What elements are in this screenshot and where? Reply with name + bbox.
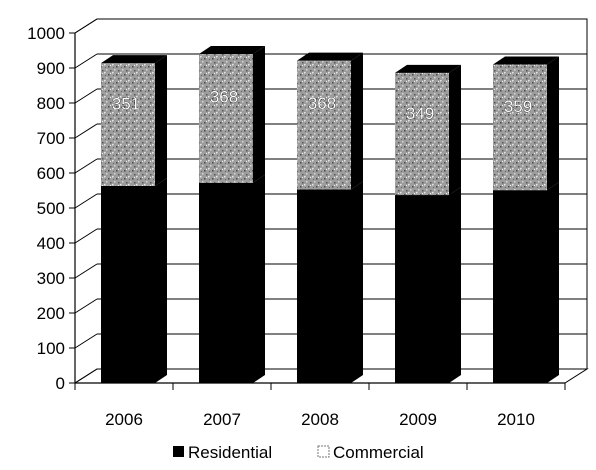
y-tick-label: 200 [37, 304, 65, 323]
bar-residential-side [351, 181, 363, 383]
x-tick-label: 2009 [399, 410, 437, 429]
y-tick-label: 1000 [27, 24, 65, 43]
data-label-commercial: 349 [406, 104, 434, 123]
y-tick-label: 900 [37, 59, 65, 78]
bar-commercial-side [351, 52, 363, 190]
bar-commercial [297, 60, 351, 190]
bar-commercial-side [253, 46, 265, 183]
bar-top [101, 55, 167, 64]
bar-stack-2009 [395, 64, 461, 383]
y-tick-label: 600 [37, 164, 65, 183]
gridline-side [74, 158, 98, 174]
bar-residential-side [155, 177, 167, 383]
data-label-commercial: 368 [210, 88, 238, 107]
bars [101, 46, 559, 383]
bar-commercial [395, 72, 449, 196]
y-tick-label: 700 [37, 129, 65, 148]
bar-residential-side [547, 182, 559, 383]
bar-stack-2007 [199, 46, 265, 383]
bar-stack-2006 [101, 55, 167, 383]
gridline-side [74, 228, 98, 244]
x-tick-label: 2008 [301, 410, 339, 429]
data-label-commercial: 351 [112, 95, 140, 114]
data-label-commercial: 368 [308, 94, 336, 113]
y-tick-label: 500 [37, 199, 65, 218]
gridline-side [74, 368, 98, 384]
bar-top [395, 64, 461, 73]
bar-commercial [101, 63, 155, 186]
legend-label-commercial: Commercial [333, 443, 424, 462]
bar-residential [493, 190, 547, 383]
bar-residential [101, 185, 155, 383]
gridline-side [74, 263, 98, 279]
y-tick-label: 100 [37, 339, 65, 358]
gridline-side [74, 88, 98, 104]
bar-residential-side [253, 174, 265, 383]
legend-swatch-commercial [317, 445, 330, 458]
axes: 0 100 200 300 400 500 600 700 800 900 1000 2006 2007… [27, 24, 566, 429]
gridline-side [74, 18, 98, 34]
data-label-commercial: 359 [504, 97, 532, 116]
gridline-side [74, 53, 98, 69]
x-tick-label: 2006 [105, 410, 143, 429]
bar-residential [297, 189, 351, 383]
bar-residential [199, 182, 253, 383]
x-tick-label: 2007 [203, 410, 241, 429]
gridline-side [74, 193, 98, 209]
gridline-side [74, 333, 98, 349]
legend-label-residential: Residential [188, 443, 272, 462]
y-tick-label: 400 [37, 234, 65, 253]
bar-commercial-side [449, 64, 461, 196]
bar-top [493, 56, 559, 65]
bar-top [297, 52, 363, 61]
bar-commercial [199, 54, 253, 183]
gridline-side [74, 298, 98, 314]
bar-commercial [493, 64, 547, 191]
legend: Residential Commercial [173, 443, 424, 462]
bar-residential-side [449, 187, 461, 383]
bar-commercial-side [155, 55, 167, 186]
bar-stack-2008 [297, 52, 363, 383]
data-labels: 351 368 368 349 359 [112, 87, 533, 123]
y-tick-label: 300 [37, 269, 65, 288]
bar-commercial-side [547, 56, 559, 191]
x-tick-label: 2010 [497, 410, 535, 429]
y-tick-label: 0 [56, 374, 65, 393]
legend-swatch-residential [173, 446, 184, 457]
y-tick-label: 800 [37, 94, 65, 113]
bar-stack-2010 [493, 56, 559, 383]
gridline-side [74, 123, 98, 139]
bar-residential [395, 195, 449, 383]
bar-top [199, 46, 265, 54]
